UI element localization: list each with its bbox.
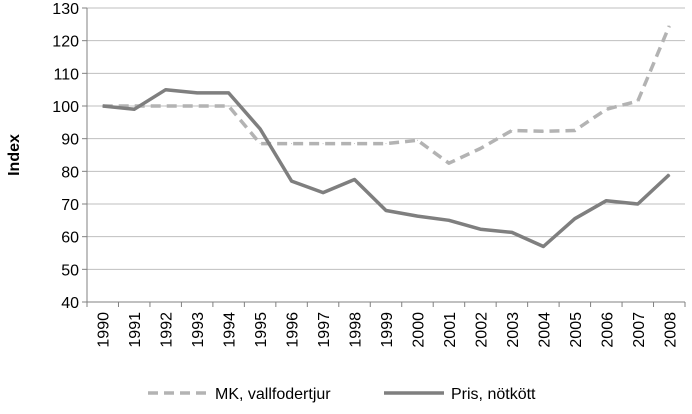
y-tick-label: 50 — [61, 262, 79, 279]
y-tick-label: 70 — [61, 197, 79, 214]
legend-label-2: Pris, nötkött — [451, 386, 536, 403]
y-axis-tick-labels: 40 50 60 70 80 90 100 110 120 130 — [52, 1, 87, 312]
x-tick-label: 1998 — [348, 312, 365, 348]
data-point — [479, 147, 481, 149]
legend-label-1: MK, vallfodertjur — [215, 386, 331, 403]
y-tick-label: 130 — [52, 1, 79, 18]
data-point — [354, 179, 356, 180]
y-tick-label: 60 — [61, 230, 79, 247]
data-point — [102, 105, 104, 107]
y-tick-label: 110 — [53, 66, 79, 83]
x-tick-label: 2003 — [505, 312, 522, 348]
data-point — [196, 92, 198, 94]
data-point — [133, 108, 135, 110]
x-tick-label: 1990 — [96, 312, 113, 348]
y-tick-label: 80 — [61, 164, 79, 181]
data-point — [416, 215, 418, 217]
y-tick-label: 90 — [61, 132, 79, 149]
y-tick-label: 120 — [52, 34, 79, 51]
x-tick-label: 2005 — [568, 312, 585, 348]
data-point — [385, 143, 387, 145]
data-point — [448, 162, 450, 164]
data-point — [574, 218, 576, 220]
data-point — [228, 92, 230, 94]
x-tick-label: 1994 — [222, 312, 239, 348]
data-point — [322, 192, 324, 194]
data-point — [291, 180, 293, 182]
x-tick-label: 1991 — [127, 312, 144, 348]
legend: MK, vallfodertjur Pris, nötkött — [148, 386, 536, 403]
data-point — [228, 105, 230, 107]
x-tick-label: 2001 — [442, 312, 459, 348]
x-tick-label: 2006 — [599, 312, 616, 348]
data-point — [605, 200, 607, 202]
data-point — [637, 100, 639, 102]
data-point — [637, 203, 639, 205]
data-point — [291, 143, 293, 145]
data-point — [133, 105, 135, 107]
data-point — [542, 130, 544, 132]
x-tick-label: 1993 — [190, 312, 207, 348]
data-point — [668, 25, 670, 27]
data-point — [605, 108, 607, 110]
x-tick-label: 1992 — [159, 312, 176, 348]
x-tick-label: 2000 — [410, 312, 427, 348]
y-tick-label: 100 — [52, 99, 79, 116]
x-tick-label: 1995 — [253, 312, 270, 348]
plot-area — [87, 8, 685, 302]
x-tick-label: 2002 — [473, 312, 490, 348]
data-point — [668, 174, 670, 176]
data-point — [196, 105, 198, 107]
data-point — [259, 143, 261, 145]
axes — [86, 8, 686, 307]
x-tick-label: 2004 — [536, 312, 553, 348]
data-point — [165, 105, 167, 107]
data-point — [574, 130, 576, 131]
x-tick-label: 1999 — [379, 312, 396, 348]
x-tick-label: 2008 — [662, 312, 679, 348]
data-point — [542, 245, 544, 247]
data-point — [385, 210, 387, 212]
data-point — [322, 143, 324, 145]
data-point — [511, 130, 513, 131]
series-lines — [102, 25, 671, 249]
y-tick-label: 40 — [61, 295, 79, 312]
data-point — [416, 139, 418, 141]
data-point — [448, 219, 450, 221]
data-point — [165, 89, 167, 91]
data-point — [354, 143, 356, 145]
y-axis-title: Index — [6, 134, 23, 176]
data-point — [479, 228, 481, 230]
data-point — [259, 128, 261, 130]
x-tick-label: 1997 — [316, 312, 333, 348]
x-tick-label: 2007 — [631, 312, 648, 348]
x-tick-label: 1996 — [285, 312, 302, 348]
data-point — [511, 231, 513, 233]
x-axis-tick-labels: 1990 1991 1992 1993 1994 1995 1996 1997 1998 1999… — [96, 312, 680, 348]
